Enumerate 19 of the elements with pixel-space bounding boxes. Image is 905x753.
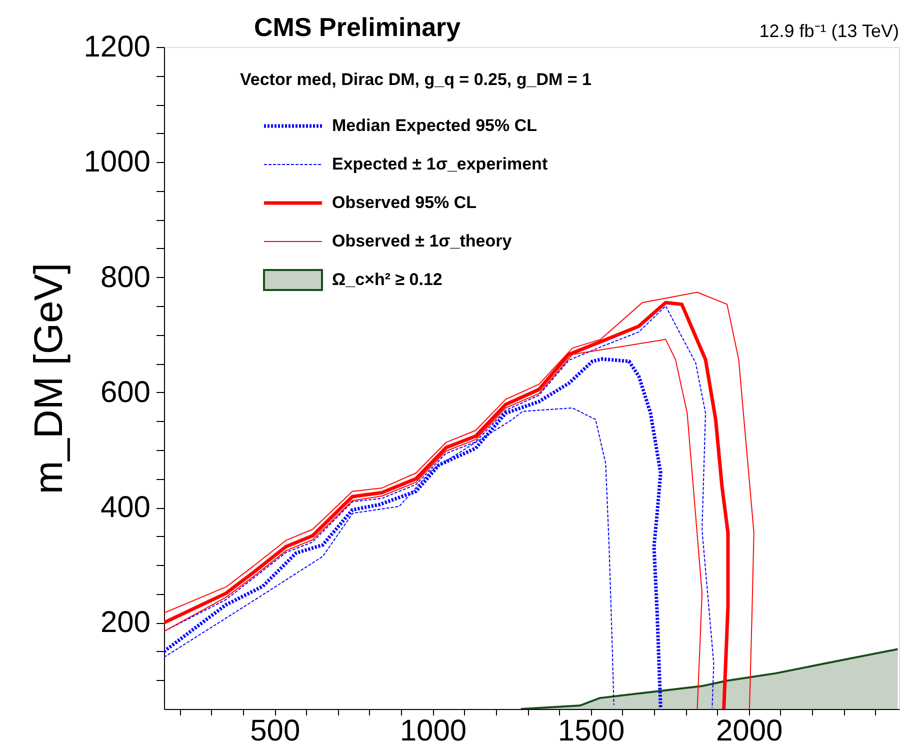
y-tick-label: 1000: [84, 146, 150, 179]
x-tick-label: 1500: [558, 714, 625, 748]
legend-label: Ω_c×h² ≥ 0.12: [332, 270, 442, 289]
legend-label: Observed 95% CL: [332, 193, 477, 212]
x-tick-label: 500: [250, 714, 300, 748]
y-tick-label: 400: [100, 491, 150, 524]
x-tick-label: 1000: [400, 714, 467, 748]
x-tick-label: 2000: [716, 714, 783, 748]
legend-label: Median Expected 95% CL: [332, 116, 538, 135]
y-tick-label: 600: [100, 376, 150, 409]
legend-label: Observed ± 1σ_theory: [332, 232, 512, 250]
y-tick-label: 1200: [84, 30, 150, 64]
annotation: Vector med, Dirac DM, g_q = 0.25, g_DM = 1: [240, 70, 592, 89]
y-tick-label: 200: [100, 606, 150, 640]
y-tick-label: 800: [100, 260, 150, 294]
chart-title: CMS Preliminary: [254, 12, 462, 42]
legend-label: Expected ± 1σ_experiment: [332, 154, 548, 174]
text: 12.9 fb⁻¹ (13 TeV): [759, 21, 899, 41]
y-axis-title: m_DM [GeV]: [26, 262, 71, 494]
